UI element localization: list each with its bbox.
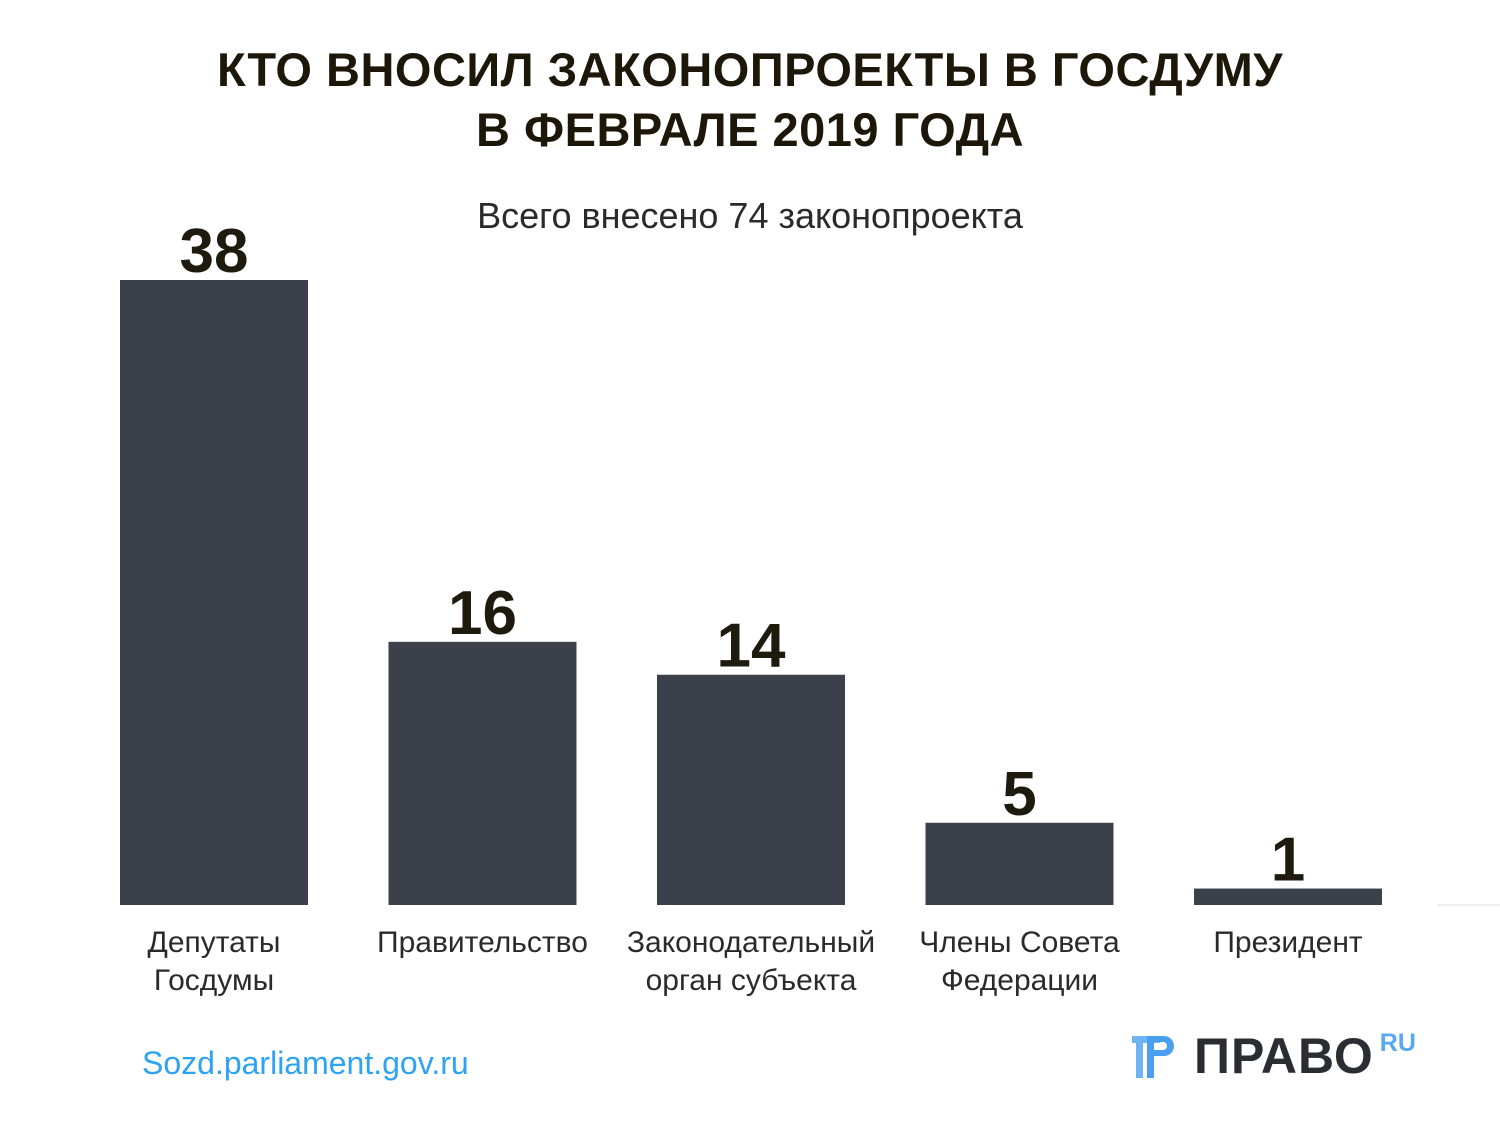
title-line-1: КТО ВНОСИЛ ЗАКОНОПРОЕКТЫ В ГОСДУМУ <box>217 43 1283 96</box>
bar <box>1194 888 1382 905</box>
pravo-logo-icon <box>1132 1036 1174 1078</box>
logo-suffix: RU <box>1379 1029 1416 1057</box>
category-label: Члены Совета <box>919 926 1120 959</box>
category-label: Депутаты <box>148 926 281 959</box>
bar-value-label: 1 <box>1271 826 1305 895</box>
category-label: Федерации <box>941 964 1098 997</box>
source-link[interactable]: Sozd.parliament.gov.ru <box>142 1045 469 1081</box>
bar-value-label: 14 <box>717 612 786 681</box>
logo-text: ПРАВО <box>1194 1028 1374 1084</box>
category-label: Госдумы <box>154 964 274 997</box>
bar-value-label: 38 <box>180 217 249 286</box>
bar <box>120 280 308 905</box>
bar-value-label: 16 <box>448 579 517 648</box>
bar <box>388 641 577 905</box>
category-label: Законодательный <box>627 926 875 959</box>
category-label: орган субъекта <box>646 964 857 997</box>
title-line-2: В ФЕВРАЛЕ 2019 ГОДА <box>475 103 1025 156</box>
pravo-ru-logo: ПРАВО RU <box>1132 1030 1416 1082</box>
chart-subtitle: Всего внесено 74 законопроекта <box>477 195 1023 236</box>
category-label: Президент <box>1213 926 1363 959</box>
bar-value-label: 5 <box>1002 760 1036 829</box>
chart-title: КТО ВНОСИЛ ЗАКОНОПРОЕКТЫ В ГОСДУМУ В ФЕВ… <box>0 40 1500 160</box>
category-label: Правительство <box>377 926 588 959</box>
bar <box>657 674 845 905</box>
bar <box>925 822 1114 905</box>
